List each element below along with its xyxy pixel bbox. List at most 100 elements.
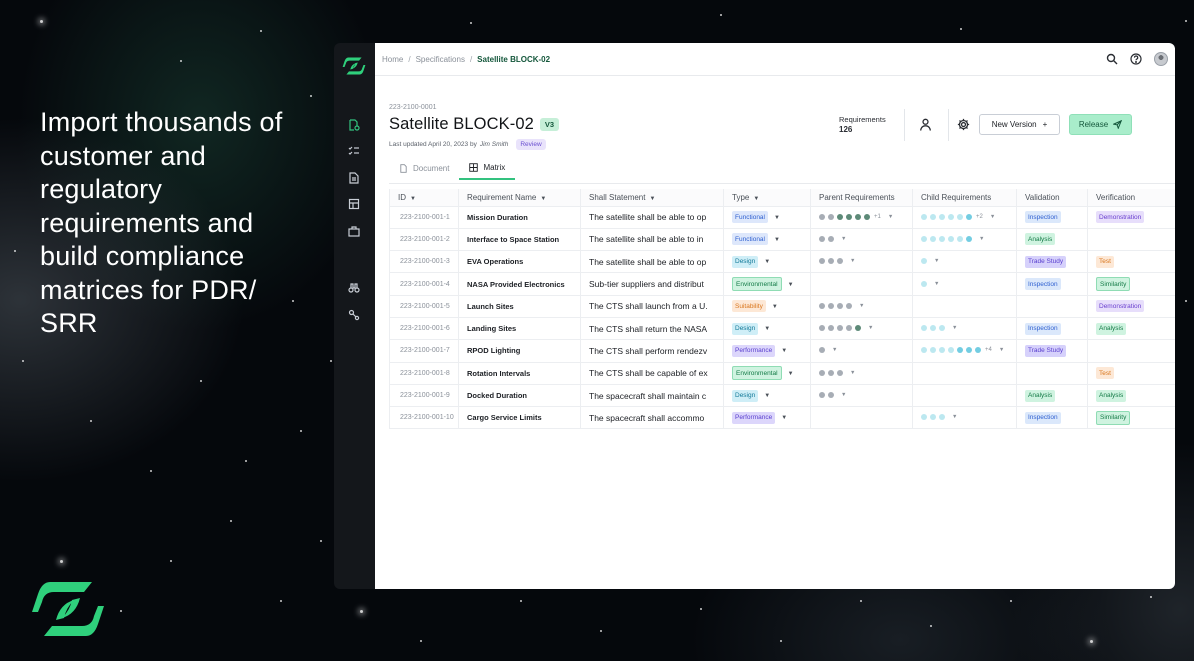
relation-dots[interactable]: ▼ (819, 302, 865, 309)
requirement-name[interactable]: Docked Duration (458, 384, 581, 408)
board-icon[interactable] (347, 198, 361, 212)
requirement-name[interactable]: Mission Duration (458, 206, 581, 229)
column-header-validation[interactable]: Validation (1016, 189, 1088, 207)
chevron-down-icon[interactable]: ▼ (841, 235, 847, 242)
parent-requirements-cell[interactable] (810, 272, 913, 296)
shall-statement[interactable]: The satellite shall be able to op (580, 206, 724, 229)
validation-cell[interactable] (1016, 295, 1088, 318)
connector-icon[interactable] (347, 309, 361, 323)
release-button[interactable]: Release (1069, 114, 1132, 135)
table-row[interactable]: 223-2100-001-3 EVA Operations The satellit… (389, 250, 1175, 274)
briefcase-icon[interactable] (347, 225, 361, 239)
child-requirements-cell[interactable]: ▼ (912, 406, 1017, 430)
type-cell[interactable]: Performance ▼ (723, 339, 811, 363)
parent-requirements-cell[interactable]: ▼ (810, 339, 913, 363)
breadcrumb-home[interactable]: Home (382, 54, 404, 64)
validation-cell[interactable]: Inspection (1016, 272, 1088, 296)
chevron-down-icon[interactable]: ▼ (979, 235, 985, 242)
chevron-down-icon[interactable]: ▼ (764, 393, 771, 400)
requirements-icon[interactable] (347, 119, 361, 133)
parent-requirements-cell[interactable]: ▼ (810, 250, 913, 274)
chevron-down-icon[interactable]: ▼ (774, 236, 780, 243)
table-row[interactable]: 223-2100-001-2 Interface to Space Station… (389, 228, 1175, 252)
chevron-down-icon[interactable]: ▼ (774, 214, 780, 221)
chevron-down-icon[interactable]: ▼ (934, 258, 940, 265)
relation-dots[interactable]: ▼ (921, 235, 985, 242)
requirement-name[interactable]: NASA Provided Electronics (458, 272, 581, 296)
table-row[interactable]: 223-2100-001-8 Rotation Intervals The CTS … (389, 362, 1175, 385)
relation-dots[interactable]: ▼ (921, 258, 940, 265)
requirement-name[interactable]: EVA Operations (458, 250, 581, 274)
chevron-down-icon[interactable]: ▼ (952, 414, 958, 421)
table-row[interactable]: 223-2100-001-7 RPOD Lighting The CTS shall… (389, 339, 1175, 363)
table-row[interactable]: 223-2100-001-5 Launch Sites The CTS shall … (389, 295, 1175, 318)
verification-cell[interactable]: Test (1087, 250, 1175, 274)
chevron-down-icon[interactable]: ▼ (781, 348, 788, 355)
verification-cell[interactable]: Demonstration (1087, 295, 1175, 318)
validation-cell[interactable]: Inspection (1016, 206, 1088, 229)
child-requirements-cell[interactable] (912, 295, 1017, 318)
tab-matrix[interactable]: Matrix (459, 159, 516, 180)
type-cell[interactable]: Functional ▼ (723, 228, 811, 252)
column-header-id[interactable]: ID ▼ (389, 189, 459, 207)
chevron-down-icon[interactable]: ▼ (787, 281, 794, 288)
relation-dots[interactable]: ▼ (819, 325, 873, 332)
child-requirements-cell[interactable]: ▼ (912, 228, 1017, 252)
requirement-name[interactable]: Landing Sites (458, 317, 581, 341)
requirement-name[interactable]: Interface to Space Station (458, 228, 581, 252)
chevron-down-icon[interactable]: ▼ (764, 259, 771, 266)
validation-cell[interactable]: Analysis (1016, 228, 1088, 252)
search-icon[interactable] (1106, 53, 1118, 65)
type-cell[interactable]: Design ▼ (723, 317, 811, 341)
relation-dots[interactable]: ▼ (819, 347, 837, 354)
chevron-down-icon[interactable]: ▼ (787, 370, 794, 377)
parent-requirements-cell[interactable]: ▼ (810, 384, 913, 408)
shall-statement[interactable]: The satellite shall be able to in (580, 228, 724, 252)
column-header-child[interactable]: Child Requirements (912, 189, 1017, 207)
relation-dots[interactable]: ▼ (819, 392, 846, 399)
child-requirements-cell[interactable]: ▼ (912, 250, 1017, 274)
parent-requirements-cell[interactable]: ▼ (810, 295, 913, 318)
shall-statement[interactable]: Sub-tier suppliers and distribut (580, 272, 724, 296)
validation-cell[interactable]: Inspection (1016, 406, 1088, 430)
column-header-parent[interactable]: Parent Requirements (810, 189, 913, 207)
parent-requirements-cell[interactable]: +1 ▼ (810, 206, 913, 229)
user-icon[interactable] (919, 118, 932, 131)
child-requirements-cell[interactable]: ▼ (912, 317, 1017, 341)
app-logo-icon[interactable] (342, 55, 366, 77)
relation-dots[interactable]: ▼ (819, 258, 856, 265)
table-row[interactable]: 223-2100-001-6 Landing Sites The CTS shall… (389, 317, 1175, 341)
chevron-down-icon[interactable]: ▼ (850, 258, 856, 265)
help-icon[interactable] (1130, 53, 1142, 65)
relation-dots[interactable]: ▼ (819, 369, 855, 376)
verification-cell[interactable]: Similarity (1087, 406, 1175, 430)
new-version-button[interactable]: New Version + (979, 114, 1060, 135)
parent-requirements-cell[interactable]: ▼ (810, 228, 913, 252)
binoculars-icon[interactable] (347, 282, 361, 296)
checklist-icon[interactable] (347, 145, 361, 159)
column-header-type[interactable]: Type ▼ (723, 189, 811, 207)
verification-cell[interactable] (1087, 339, 1175, 363)
verification-cell[interactable]: Demonstration (1087, 206, 1175, 229)
type-cell[interactable]: Performance ▼ (723, 406, 811, 430)
table-row[interactable]: 223-2100-001-4 NASA Provided Electronics S… (389, 272, 1175, 296)
parent-requirements-cell[interactable]: ▼ (810, 362, 913, 385)
shall-statement[interactable]: The satellite shall be able to op (580, 250, 724, 274)
verification-cell[interactable]: Similarity (1087, 272, 1175, 296)
chevron-down-icon[interactable]: ▼ (859, 302, 865, 309)
parent-requirements-cell[interactable]: ▼ (810, 317, 913, 341)
gear-icon[interactable] (957, 118, 970, 131)
validation-cell[interactable]: Trade Study (1016, 339, 1088, 363)
chevron-down-icon[interactable]: ▼ (771, 303, 778, 310)
verification-cell[interactable] (1087, 228, 1175, 252)
child-requirements-cell[interactable] (912, 362, 1017, 385)
requirement-name[interactable]: Cargo Service Limits (458, 406, 581, 430)
breadcrumb-specifications[interactable]: Specifications (415, 54, 465, 64)
table-row[interactable]: 223-2100-001-1 Mission Duration The satell… (389, 206, 1175, 229)
shall-statement[interactable]: The spacecraft shall maintain c (580, 384, 724, 408)
relation-dots[interactable]: ▼ (921, 280, 939, 287)
relation-dots[interactable]: ▼ (819, 235, 847, 242)
table-row[interactable]: 223-2100-001-9 Docked Duration The spacecr… (389, 384, 1175, 408)
shall-statement[interactable]: The CTS shall launch from a U. (580, 295, 724, 318)
shall-statement[interactable]: The CTS shall be capable of ex (580, 362, 724, 385)
